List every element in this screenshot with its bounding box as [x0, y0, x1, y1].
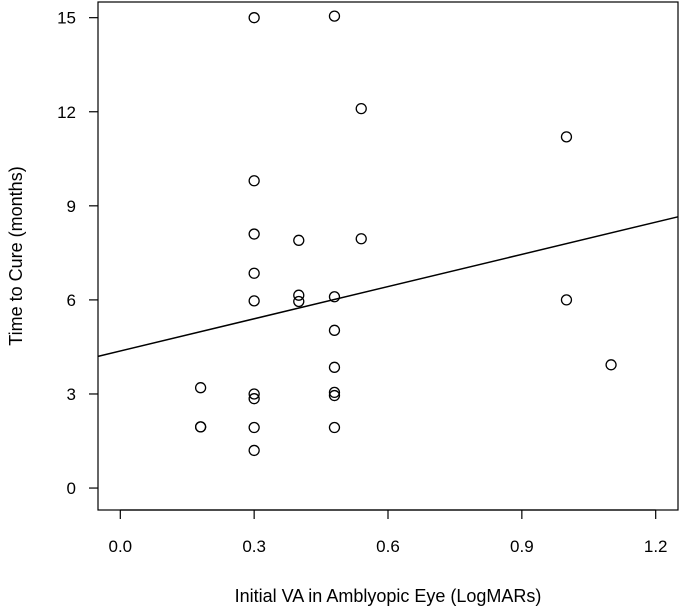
data-point	[355, 233, 367, 245]
y-tick-label: 6	[67, 291, 76, 310]
x-tick-label: 1.2	[644, 537, 668, 556]
data-points	[194, 10, 617, 457]
data-point	[328, 291, 341, 303]
data-point	[605, 359, 617, 371]
data-point	[248, 295, 260, 307]
data-point	[194, 421, 207, 433]
x-axis: 0.0 0.3 0.6 0.9 1.2	[108, 509, 668, 556]
data-point	[293, 289, 305, 301]
data-point	[560, 131, 573, 143]
data-point	[355, 102, 367, 115]
data-point	[248, 444, 260, 457]
x-tick-label: 0.3	[242, 537, 266, 556]
x-tick-label: 0.6	[376, 537, 400, 556]
data-point	[328, 361, 341, 373]
y-axis: 0 3 6 9 12 15	[57, 9, 98, 498]
x-tick-label: 0.9	[510, 537, 534, 556]
data-point	[248, 393, 260, 405]
data-point	[248, 228, 260, 240]
y-tick-label: 3	[67, 385, 76, 404]
plot-frame	[97, 1, 679, 511]
data-point	[560, 294, 573, 306]
data-point	[328, 324, 341, 336]
data-point	[248, 12, 260, 24]
y-tick-label: 9	[67, 197, 76, 216]
data-point	[248, 175, 260, 187]
data-point	[293, 234, 305, 246]
y-axis-title: Time to Cure (months)	[6, 166, 26, 345]
data-point	[328, 386, 341, 399]
x-tick-label: 0.0	[108, 537, 132, 556]
data-point	[248, 388, 260, 400]
y-tick-label: 0	[67, 479, 76, 498]
x-axis-title: Initial VA in Amblyopic Eye (LogMARs)	[235, 586, 542, 606]
data-point	[194, 382, 207, 394]
y-tick-label: 15	[57, 9, 76, 28]
data-point	[328, 10, 341, 22]
data-point	[328, 421, 341, 434]
data-point	[248, 267, 260, 279]
y-tick-label: 12	[57, 103, 76, 122]
data-point	[293, 295, 305, 308]
data-point	[248, 421, 260, 434]
data-point	[328, 389, 341, 402]
regression-line	[97, 216, 679, 358]
